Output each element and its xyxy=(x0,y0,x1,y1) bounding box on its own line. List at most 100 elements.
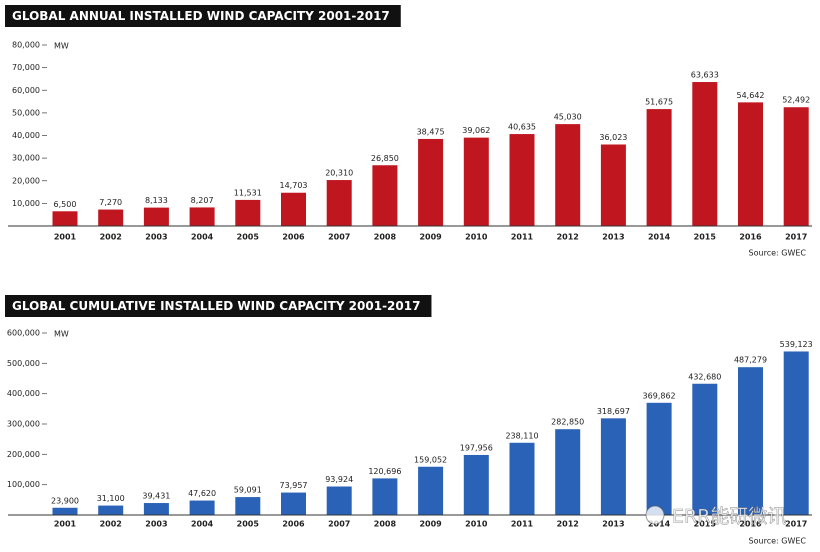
unit-label: MW xyxy=(54,42,69,51)
source: Source: GWEC xyxy=(749,249,807,258)
bar xyxy=(509,442,535,515)
value-label: 539,123 xyxy=(780,340,813,349)
bar xyxy=(235,497,261,515)
bar xyxy=(555,429,581,515)
bar xyxy=(600,418,626,515)
x-tick-label: 2011 xyxy=(511,520,534,529)
title-bar xyxy=(5,295,432,317)
bar xyxy=(463,454,489,515)
value-label: 63,633 xyxy=(691,71,719,80)
bar xyxy=(372,478,398,515)
bar xyxy=(783,107,809,226)
bar xyxy=(98,209,124,226)
x-tick-label: 2001 xyxy=(54,520,77,529)
bar xyxy=(98,505,124,515)
value-label: 26,850 xyxy=(371,154,399,163)
value-label: 238,110 xyxy=(505,431,538,440)
value-label: 318,697 xyxy=(597,407,630,416)
value-label: 93,924 xyxy=(325,475,353,484)
value-label: 369,862 xyxy=(643,391,676,400)
watermark-icon xyxy=(645,505,665,525)
value-label: 36,023 xyxy=(599,133,627,142)
y-tick-label: 400,000 xyxy=(7,389,40,398)
chart-title: GLOBAL CUMULATIVE INSTALLED WIND CAPACIT… xyxy=(12,299,420,313)
x-tick-label: 2005 xyxy=(237,520,260,529)
bar xyxy=(52,211,78,226)
x-tick-label: 2017 xyxy=(785,520,807,529)
value-label: 39,062 xyxy=(462,126,490,135)
x-tick-label: 2013 xyxy=(602,233,624,242)
unit-label: MW xyxy=(54,330,69,339)
x-tick-label: 2012 xyxy=(557,520,579,529)
x-tick-label: 2016 xyxy=(739,520,762,529)
bar xyxy=(326,486,352,515)
y-tick-label: 30,000 xyxy=(12,154,40,163)
value-label: 282,850 xyxy=(551,418,584,427)
x-tick-label: 2010 xyxy=(465,233,488,242)
x-tick-label: 2006 xyxy=(282,520,305,529)
x-tick-label: 2003 xyxy=(145,520,167,529)
y-tick-label: 10,000 xyxy=(12,199,40,208)
x-tick-label: 2002 xyxy=(100,520,122,529)
value-label: 11,531 xyxy=(234,188,262,197)
source: Source: GWEC xyxy=(749,537,807,546)
x-tick-label: 2006 xyxy=(282,233,305,242)
bar xyxy=(281,192,306,226)
value-label: 23,900 xyxy=(51,496,79,505)
x-tick-label: 2015 xyxy=(694,520,717,529)
x-tick-label: 2001 xyxy=(54,233,77,242)
x-tick-label: 2004 xyxy=(191,520,214,529)
value-label: 159,052 xyxy=(414,455,447,464)
y-tick-label: 70,000 xyxy=(12,63,40,72)
x-tick-label: 2009 xyxy=(419,233,442,242)
value-label: 197,956 xyxy=(460,443,493,452)
x-tick-label: 2009 xyxy=(419,520,442,529)
value-label: 20,310 xyxy=(325,169,353,178)
value-label: 73,957 xyxy=(280,481,308,490)
value-label: 120,696 xyxy=(368,467,401,476)
y-tick-label: 200,000 xyxy=(7,450,40,459)
value-label: 40,635 xyxy=(508,123,536,132)
bar xyxy=(509,134,535,226)
bar xyxy=(646,109,672,226)
x-tick-label: 2003 xyxy=(145,233,167,242)
y-tick-label: 80,000 xyxy=(12,41,40,50)
bar xyxy=(692,383,718,515)
x-tick-label: 2007 xyxy=(328,520,350,529)
x-tick-label: 2013 xyxy=(602,520,624,529)
y-tick-label: 40,000 xyxy=(12,131,40,140)
value-label: 47,620 xyxy=(188,489,216,498)
x-tick-label: 2004 xyxy=(191,233,214,242)
value-label: 31,100 xyxy=(97,494,125,503)
y-tick-label: 50,000 xyxy=(12,108,40,117)
value-label: 54,642 xyxy=(737,91,765,100)
value-label: 38,475 xyxy=(417,127,445,136)
value-label: 59,091 xyxy=(234,486,262,495)
x-tick-label: 2010 xyxy=(465,520,488,529)
bar xyxy=(555,124,581,226)
y-tick-label: 20,000 xyxy=(12,176,40,185)
value-label: 51,675 xyxy=(645,98,673,107)
bar xyxy=(326,180,352,226)
bar xyxy=(783,351,809,515)
bar xyxy=(738,102,763,226)
x-tick-label: 2017 xyxy=(785,233,807,242)
y-tick-label: 600,000 xyxy=(7,329,40,338)
x-tick-label: 2002 xyxy=(100,233,122,242)
title-bar xyxy=(5,5,401,27)
x-tick-label: 2011 xyxy=(511,233,534,242)
bar xyxy=(463,137,489,226)
value-label: 14,703 xyxy=(280,181,308,190)
bar xyxy=(418,138,444,226)
x-tick-label: 2008 xyxy=(374,520,397,529)
value-label: 432,680 xyxy=(688,372,721,381)
x-tick-label: 2014 xyxy=(648,520,671,529)
x-tick-label: 2016 xyxy=(739,233,762,242)
x-tick-label: 2015 xyxy=(694,233,717,242)
x-tick-label: 2014 xyxy=(648,233,671,242)
chart-title: GLOBAL ANNUAL INSTALLED WIND CAPACITY 20… xyxy=(12,9,390,23)
y-tick-label: 300,000 xyxy=(7,420,40,429)
y-tick-label: 500,000 xyxy=(7,359,40,368)
bar xyxy=(235,199,261,226)
